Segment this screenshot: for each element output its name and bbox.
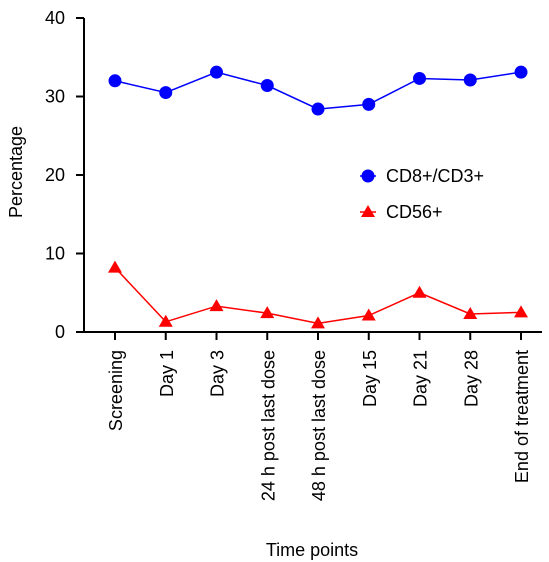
x-tick-label: Screening [106, 350, 126, 431]
data-point-triangle [108, 260, 122, 273]
x-tick-label: Day 1 [157, 350, 177, 397]
x-tick-label: 48 h post last dose [309, 350, 329, 501]
x-tick-label: 24 h post last dose [258, 350, 278, 501]
x-tick-label: End of treatment [512, 350, 532, 483]
data-point-circle [260, 79, 274, 93]
y-tick-label: 40 [45, 8, 65, 28]
legend-marker-circle [361, 169, 375, 183]
data-point-triangle [260, 306, 275, 319]
legend-label: CD56+ [386, 202, 443, 222]
data-point-triangle [412, 285, 427, 298]
y-tick-label: 30 [45, 87, 65, 107]
data-point-triangle [463, 306, 478, 319]
data-point-circle [514, 65, 528, 79]
data-point-triangle [311, 316, 325, 329]
legend-marker-triangle [361, 205, 375, 217]
y-axis: 0 10 20 30 40 [45, 8, 84, 342]
data-point-triangle [514, 305, 528, 318]
data-point-circle [463, 73, 477, 87]
x-axis-title: Time points [266, 540, 358, 560]
legend: CD8+/CD3+ CD56+ [360, 166, 484, 222]
data-point-triangle [361, 308, 376, 321]
x-tick-label: Day 15 [360, 350, 380, 407]
y-tick-label: 10 [45, 244, 65, 264]
series-layer [108, 65, 528, 329]
x-tick-label: Day 28 [461, 350, 481, 407]
data-point-circle [108, 74, 122, 88]
y-axis-title: Percentage [6, 126, 26, 218]
x-tick-label: Day 3 [208, 350, 228, 397]
x-tick-label: Day 21 [411, 350, 431, 407]
x-axis: Screening Day 1 Day 3 24 h post last dose 48… [106, 332, 532, 501]
data-point-circle [311, 102, 325, 116]
y-tick-label: 20 [45, 165, 65, 185]
data-point-triangle [209, 299, 224, 312]
data-point-circle [362, 97, 376, 111]
data-point-circle [159, 86, 173, 100]
y-tick-label: 0 [55, 322, 65, 342]
data-point-circle [210, 65, 223, 79]
series-line [114, 267, 522, 325]
data-point-triangle [158, 314, 173, 327]
data-point-circle [413, 71, 426, 85]
legend-label: CD8+/CD3+ [386, 166, 484, 186]
